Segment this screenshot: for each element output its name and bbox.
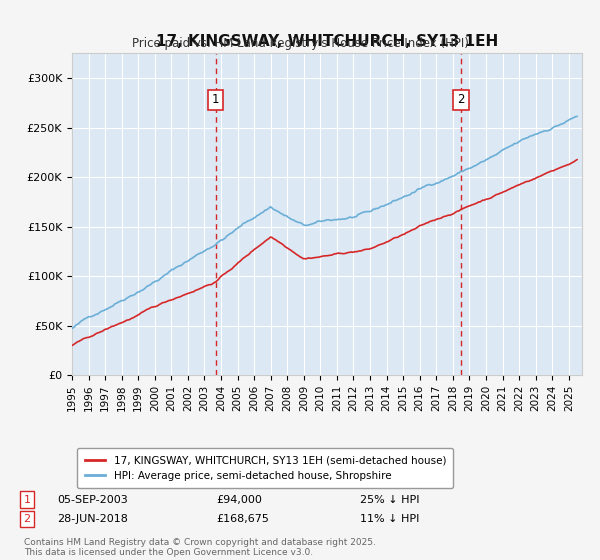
Text: 2: 2	[457, 94, 465, 106]
Text: 25% ↓ HPI: 25% ↓ HPI	[360, 494, 419, 505]
Text: 28-JUN-2018: 28-JUN-2018	[57, 514, 128, 524]
Text: Contains HM Land Registry data © Crown copyright and database right 2025.
This d: Contains HM Land Registry data © Crown c…	[24, 538, 376, 557]
Text: 2: 2	[23, 514, 31, 524]
Legend: 17, KINGSWAY, WHITCHURCH, SY13 1EH (semi-detached house), HPI: Average price, se: 17, KINGSWAY, WHITCHURCH, SY13 1EH (semi…	[77, 448, 454, 488]
Text: 05-SEP-2003: 05-SEP-2003	[57, 494, 128, 505]
Text: 1: 1	[212, 94, 219, 106]
Text: 1: 1	[23, 494, 31, 505]
Text: £168,675: £168,675	[216, 514, 269, 524]
Title: 17, KINGSWAY, WHITCHURCH, SY13 1EH: 17, KINGSWAY, WHITCHURCH, SY13 1EH	[156, 34, 498, 49]
Text: Price paid vs. HM Land Registry's House Price Index (HPI): Price paid vs. HM Land Registry's House …	[131, 37, 469, 50]
Text: £94,000: £94,000	[216, 494, 262, 505]
Text: 11% ↓ HPI: 11% ↓ HPI	[360, 514, 419, 524]
